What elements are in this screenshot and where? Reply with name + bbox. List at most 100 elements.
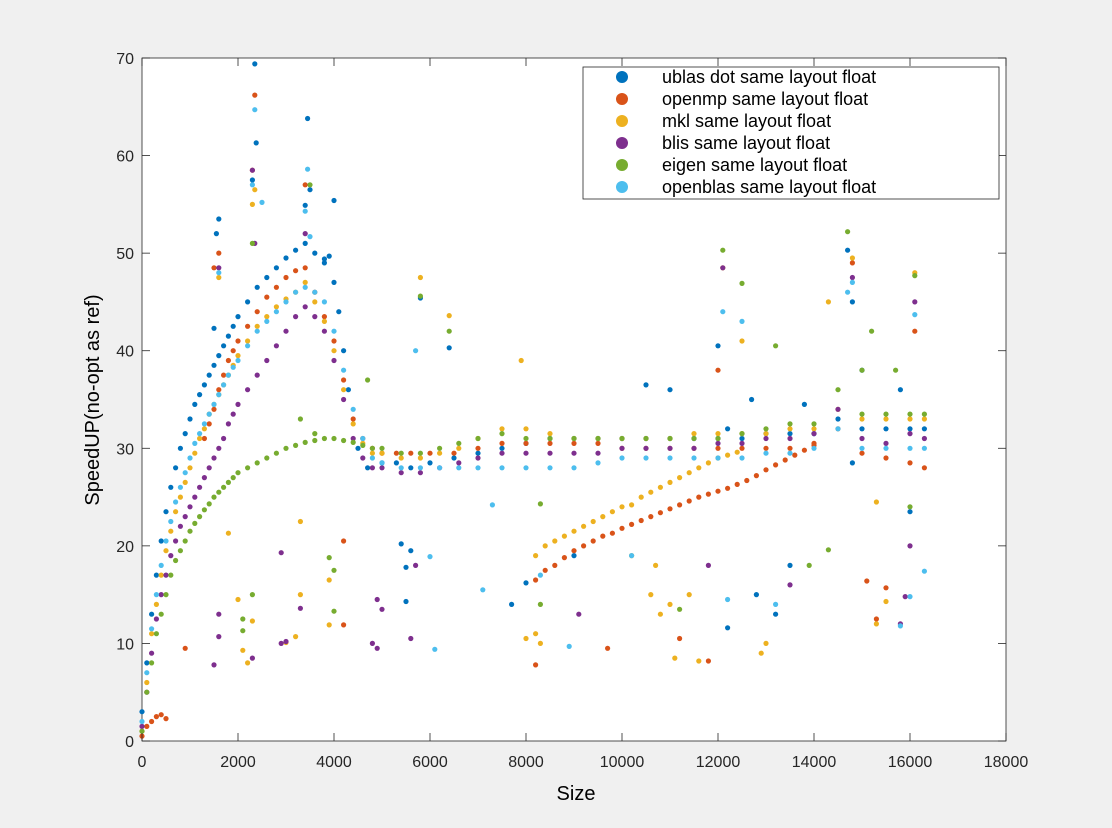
data-point xyxy=(720,265,726,271)
data-point xyxy=(158,592,164,598)
data-point xyxy=(763,445,769,451)
data-point xyxy=(715,445,721,451)
data-point xyxy=(912,273,918,279)
data-point xyxy=(173,509,179,515)
data-point xyxy=(158,538,164,544)
data-point xyxy=(883,426,889,432)
data-point xyxy=(221,435,227,442)
data-point xyxy=(705,460,712,466)
scatter-points xyxy=(139,61,928,739)
data-point xyxy=(216,270,222,276)
data-point xyxy=(691,431,697,437)
data-point xyxy=(782,457,788,463)
data-point xyxy=(341,367,347,373)
data-point xyxy=(835,416,841,422)
data-point xyxy=(835,406,841,412)
data-point xyxy=(331,608,337,614)
data-point xyxy=(398,465,404,471)
data-point xyxy=(252,187,258,193)
data-point xyxy=(158,611,164,617)
data-point xyxy=(523,426,529,432)
data-point xyxy=(523,465,529,471)
data-point xyxy=(206,372,212,378)
data-point xyxy=(345,387,351,393)
data-point xyxy=(417,450,423,456)
data-point xyxy=(302,182,308,188)
data-point xyxy=(369,445,375,451)
data-point xyxy=(763,450,769,456)
data-point xyxy=(221,382,227,388)
data-point xyxy=(398,541,404,547)
data-point xyxy=(168,518,174,525)
data-point xyxy=(864,578,870,584)
x-tick-label: 18000 xyxy=(984,754,1029,771)
data-point xyxy=(576,611,582,617)
series-3 xyxy=(139,167,928,730)
data-point xyxy=(230,348,236,354)
data-point xyxy=(283,255,289,261)
data-point xyxy=(331,197,337,204)
data-point xyxy=(739,435,745,442)
data-point xyxy=(264,314,270,320)
data-point xyxy=(763,467,769,473)
data-point xyxy=(312,250,318,256)
data-point xyxy=(235,470,241,476)
data-point xyxy=(297,605,303,611)
data-point xyxy=(216,216,222,222)
data-point xyxy=(849,299,856,305)
data-point xyxy=(331,348,337,354)
data-point xyxy=(590,518,596,525)
x-tick-label: 8000 xyxy=(508,754,544,771)
data-point xyxy=(667,479,673,485)
data-point xyxy=(456,445,462,451)
data-point xyxy=(801,401,808,407)
data-point xyxy=(326,577,332,583)
data-point xyxy=(643,382,649,388)
data-point xyxy=(192,520,198,527)
data-point xyxy=(149,650,155,656)
y-tick-label: 70 xyxy=(116,51,134,68)
data-point xyxy=(168,528,174,534)
data-point xyxy=(158,712,164,718)
data-point xyxy=(321,299,327,305)
data-point xyxy=(206,411,212,417)
data-point xyxy=(499,465,505,471)
data-point xyxy=(182,514,188,520)
data-point xyxy=(201,435,207,442)
data-point xyxy=(705,562,712,569)
data-point xyxy=(221,372,227,378)
y-tick-label: 50 xyxy=(116,246,134,263)
data-point xyxy=(307,234,313,240)
data-point xyxy=(293,289,299,295)
data-point xyxy=(907,416,913,422)
data-point xyxy=(341,387,347,393)
data-point xyxy=(619,445,625,451)
data-point xyxy=(192,440,198,446)
data-point xyxy=(533,577,539,583)
data-point xyxy=(787,562,793,569)
data-point xyxy=(523,635,529,642)
data-point xyxy=(158,562,164,569)
data-point xyxy=(432,646,438,652)
data-point xyxy=(773,343,779,349)
data-point xyxy=(336,309,342,315)
legend-box xyxy=(582,66,1000,200)
data-point xyxy=(533,553,539,559)
data-point xyxy=(720,247,726,253)
data-point xyxy=(216,387,222,393)
data-point xyxy=(230,364,236,370)
legend-label: mkl same layout float xyxy=(662,111,831,131)
data-point xyxy=(302,208,308,214)
data-point xyxy=(475,465,481,471)
data-point xyxy=(379,606,385,612)
data-point xyxy=(629,553,635,559)
data-point xyxy=(374,596,380,603)
data-point xyxy=(235,314,241,320)
data-point xyxy=(667,601,673,608)
data-point xyxy=(182,479,188,485)
data-point xyxy=(168,572,174,578)
data-point xyxy=(206,421,212,427)
data-point xyxy=(321,256,327,262)
data-point xyxy=(163,509,169,515)
data-point xyxy=(446,345,452,351)
